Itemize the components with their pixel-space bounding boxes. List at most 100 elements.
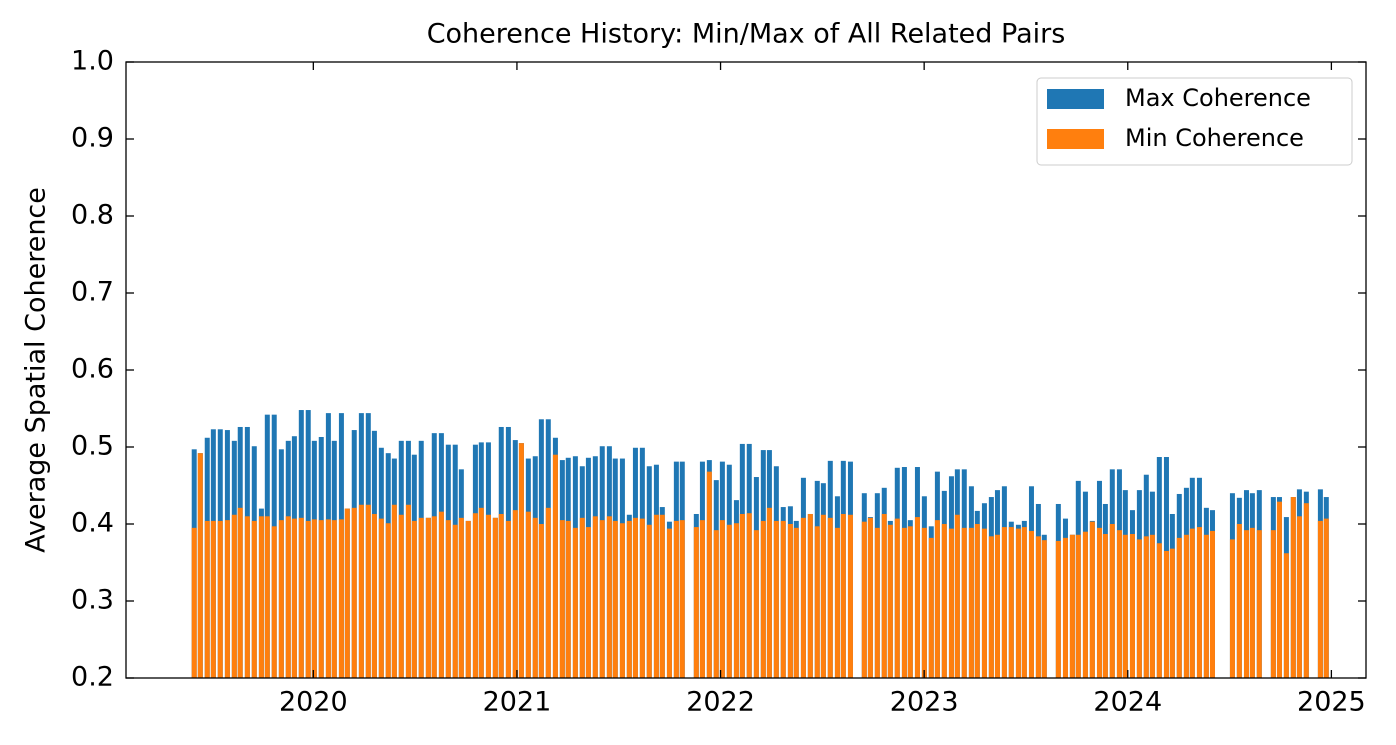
bar <box>1290 497 1296 678</box>
bar <box>285 516 291 678</box>
bar <box>706 471 712 678</box>
bar <box>231 514 237 678</box>
bar <box>305 520 311 678</box>
bar <box>532 517 538 678</box>
bar <box>405 504 411 678</box>
bar <box>659 514 665 678</box>
bar <box>1270 530 1276 678</box>
bar <box>961 527 967 678</box>
bar <box>907 526 913 678</box>
bar <box>954 514 960 678</box>
bar <box>492 517 498 678</box>
bar <box>478 507 484 678</box>
bar <box>358 504 364 678</box>
bar <box>1189 528 1195 678</box>
bar <box>344 508 350 678</box>
bar <box>1102 534 1108 678</box>
bar <box>713 530 719 678</box>
legend-swatch <box>1047 89 1104 109</box>
bar <box>1323 518 1329 678</box>
bar <box>1283 553 1289 678</box>
y-tick-label: 0.8 <box>71 200 114 231</box>
bar <box>1062 537 1068 678</box>
bar <box>988 536 994 678</box>
bar <box>974 524 980 678</box>
y-tick-label: 0.3 <box>71 585 114 616</box>
bar <box>311 519 317 678</box>
bar <box>244 516 250 678</box>
bar <box>1021 527 1027 678</box>
y-tick-label: 0.9 <box>71 123 114 154</box>
bar <box>538 524 544 678</box>
bar <box>840 513 846 678</box>
bar <box>599 520 605 678</box>
bar <box>1136 539 1142 678</box>
bar <box>385 523 391 678</box>
bar <box>1169 548 1175 678</box>
y-tick-label: 0.7 <box>71 277 114 308</box>
bar <box>391 504 397 678</box>
bar <box>867 517 873 678</box>
bar <box>445 520 451 678</box>
bar <box>525 511 531 678</box>
bar <box>585 527 591 678</box>
bar <box>518 443 524 678</box>
bar <box>693 527 699 678</box>
bar <box>1069 534 1075 678</box>
bar <box>1276 501 1282 678</box>
bar <box>861 521 867 678</box>
bar <box>1156 543 1162 678</box>
x-tick-label: 2021 <box>483 687 552 718</box>
bar <box>1196 527 1202 678</box>
bar <box>1163 550 1169 678</box>
bar <box>331 520 337 678</box>
bar <box>1109 524 1115 678</box>
bar <box>612 520 618 678</box>
bar <box>325 519 331 678</box>
bar <box>545 507 551 678</box>
bar <box>673 520 679 678</box>
bar <box>191 527 197 678</box>
bar <box>753 530 759 678</box>
chart-title: Coherence History: Min/Max of All Relate… <box>427 19 1066 50</box>
bar <box>271 526 277 678</box>
bar <box>773 520 779 678</box>
y-tick-label: 0.5 <box>71 431 114 462</box>
bar <box>632 517 638 678</box>
y-tick-label: 0.4 <box>71 508 114 539</box>
bar <box>653 514 659 678</box>
bar <box>827 517 833 678</box>
bar <box>237 507 243 678</box>
bar <box>559 520 565 678</box>
bar <box>800 517 806 678</box>
bar <box>881 513 887 678</box>
bar <box>719 520 725 678</box>
bar <box>994 534 1000 678</box>
bar <box>968 527 974 678</box>
bar <box>258 516 264 678</box>
x-tick-label: 2025 <box>1297 687 1366 718</box>
legend-label: Max Coherence <box>1125 84 1311 112</box>
bar <box>351 507 357 678</box>
bar <box>887 524 893 678</box>
bar <box>431 516 437 678</box>
bar <box>1008 527 1014 678</box>
bar <box>552 454 558 678</box>
bar <box>278 520 284 678</box>
bar <box>579 517 585 678</box>
bar <box>1303 503 1309 678</box>
bar <box>726 524 732 678</box>
bar <box>1317 520 1323 678</box>
bar <box>425 517 431 678</box>
x-tick-label: 2020 <box>279 687 348 718</box>
bar <box>1256 530 1262 678</box>
bar <box>298 517 304 678</box>
bar <box>1089 521 1095 678</box>
bar <box>204 520 210 678</box>
y-tick-label: 1.0 <box>71 46 114 77</box>
bar <box>1236 524 1242 678</box>
bar <box>1143 536 1149 678</box>
bar <box>458 517 464 678</box>
bar <box>646 524 652 678</box>
bar <box>1183 534 1189 678</box>
